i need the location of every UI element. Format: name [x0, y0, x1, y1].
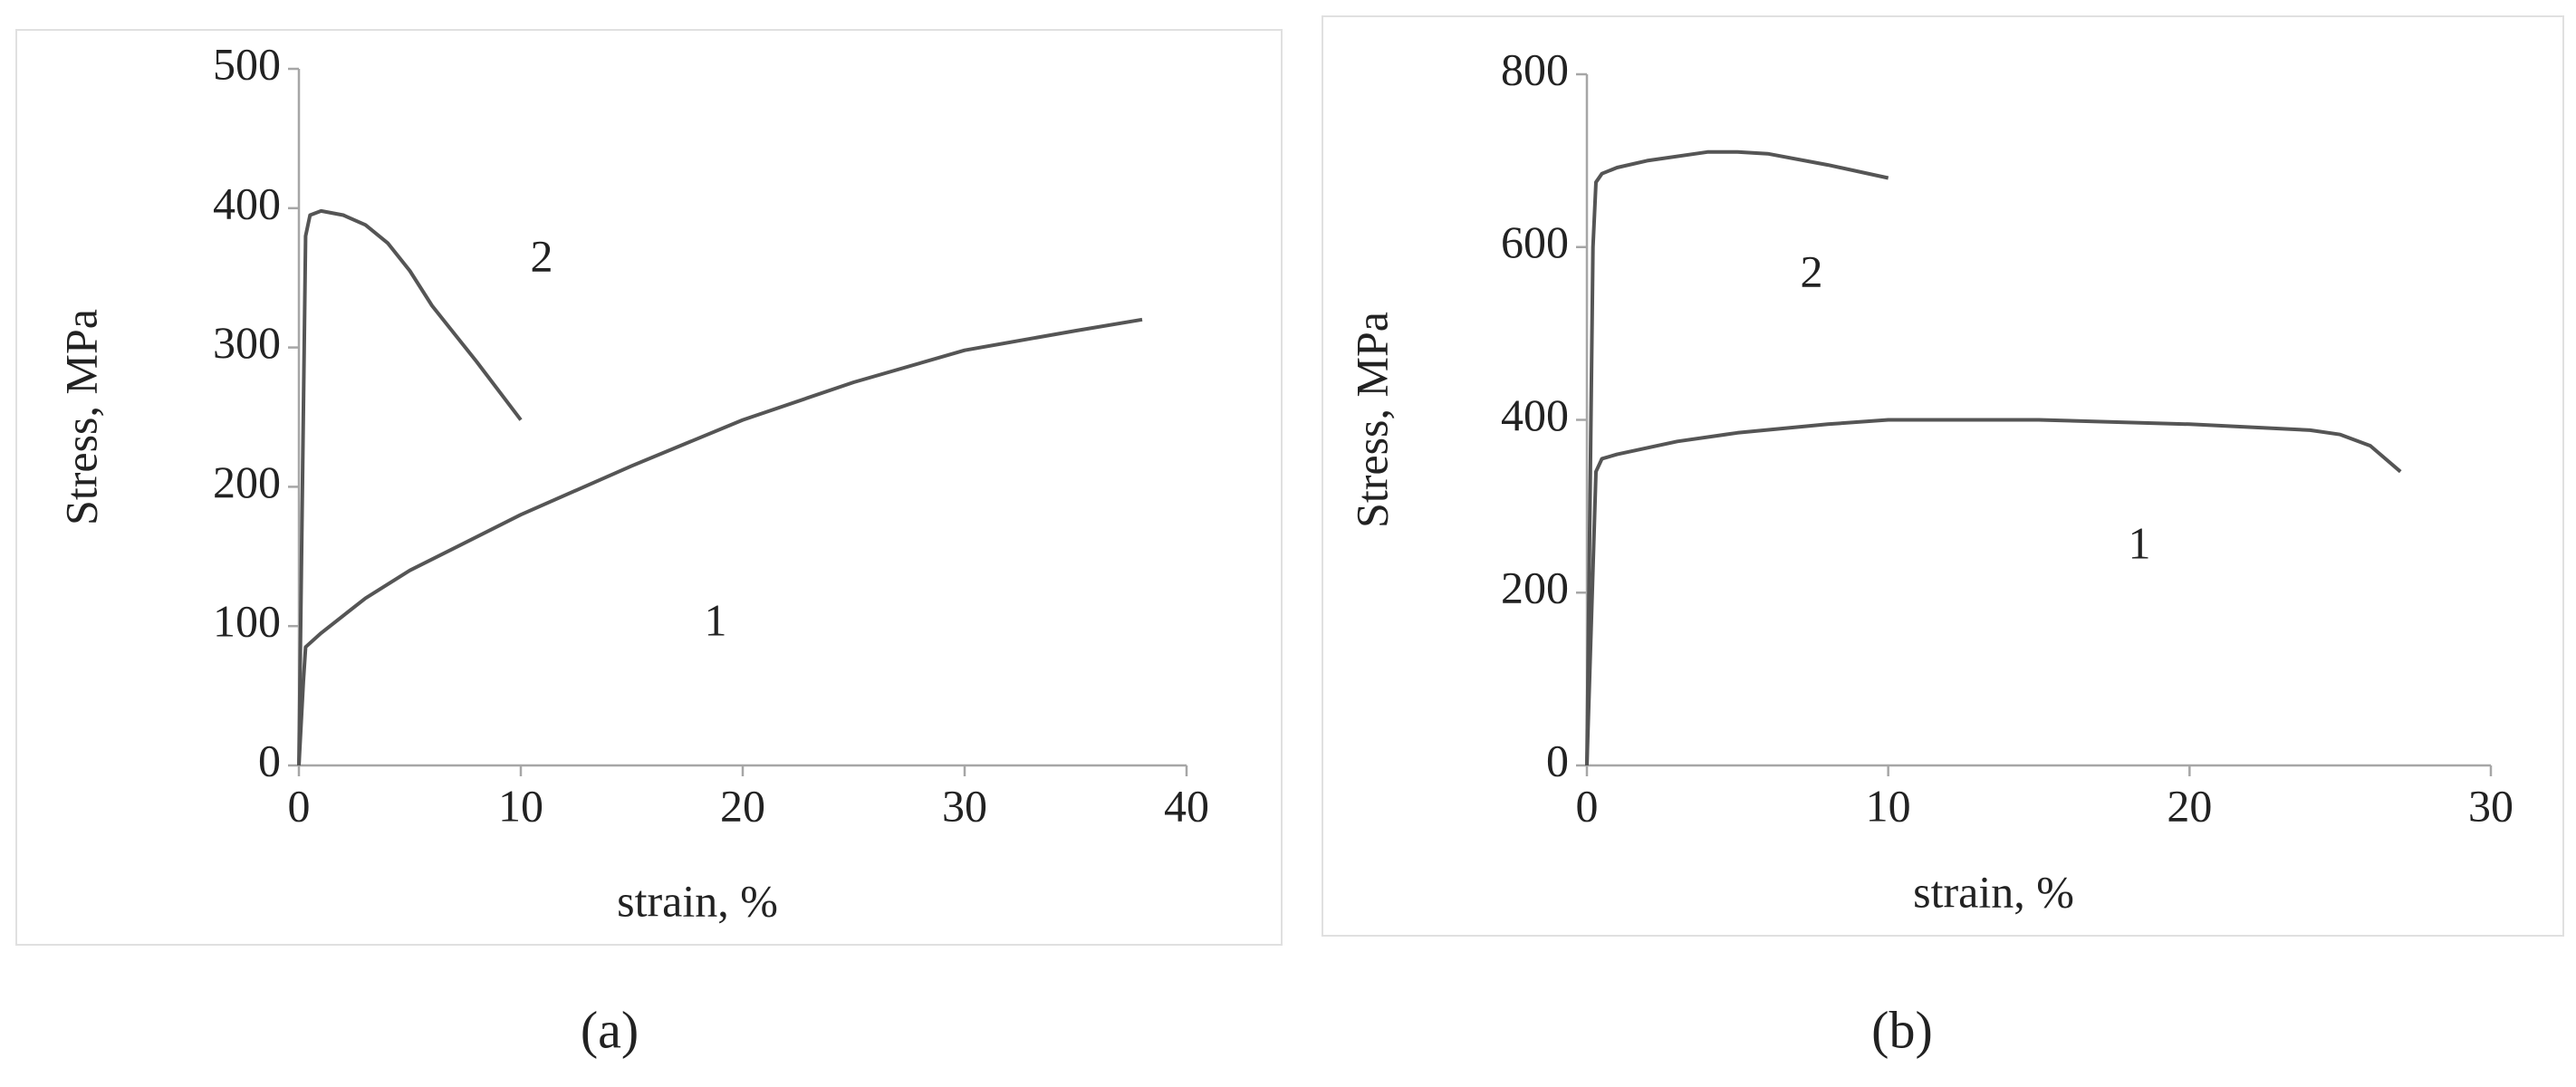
x-axis-label: strain, % — [617, 875, 778, 926]
x-tick-label: 20 — [720, 780, 765, 831]
panel-frame — [15, 29, 1283, 946]
x-tick-label: 20 — [2167, 780, 2212, 831]
panel-label: (a) — [581, 1000, 639, 1059]
x-tick-label: 30 — [942, 780, 987, 831]
x-tick-label: 0 — [1576, 780, 1599, 831]
series-label: 2 — [531, 230, 553, 281]
y-axis-label: Stress, MPa — [1346, 312, 1397, 528]
y-tick-label: 800 — [1501, 43, 1569, 94]
x-tick-label: 0 — [288, 780, 311, 831]
y-tick-label: 300 — [213, 317, 281, 368]
y-axis-label: Stress, MPa — [55, 309, 106, 525]
series-line — [1585, 149, 1889, 766]
panel-frame — [1322, 15, 2564, 937]
x-tick-label: 10 — [498, 780, 543, 831]
panel-label: (b) — [1871, 1000, 1933, 1059]
y-tick-label: 100 — [213, 596, 281, 647]
x-tick-label: 30 — [2468, 780, 2514, 831]
y-tick-label: 600 — [1501, 216, 1569, 267]
y-tick-label: 0 — [258, 735, 281, 785]
y-tick-label: 200 — [213, 457, 281, 507]
series-label: 1 — [2129, 517, 2151, 568]
x-tick-label: 40 — [1164, 780, 1209, 831]
x-axis-label: strain, % — [1913, 866, 2074, 917]
y-tick-label: 0 — [1546, 735, 1569, 785]
series-line — [297, 317, 1143, 766]
series-line — [1585, 418, 2402, 766]
y-tick-label: 400 — [1501, 390, 1569, 440]
y-tick-label: 500 — [213, 38, 281, 89]
x-tick-label: 10 — [1866, 780, 1911, 831]
series-label: 1 — [705, 594, 727, 645]
series-label: 2 — [1801, 245, 1823, 296]
y-tick-label: 400 — [213, 178, 281, 228]
y-tick-label: 200 — [1501, 563, 1569, 613]
series-line — [297, 208, 523, 766]
